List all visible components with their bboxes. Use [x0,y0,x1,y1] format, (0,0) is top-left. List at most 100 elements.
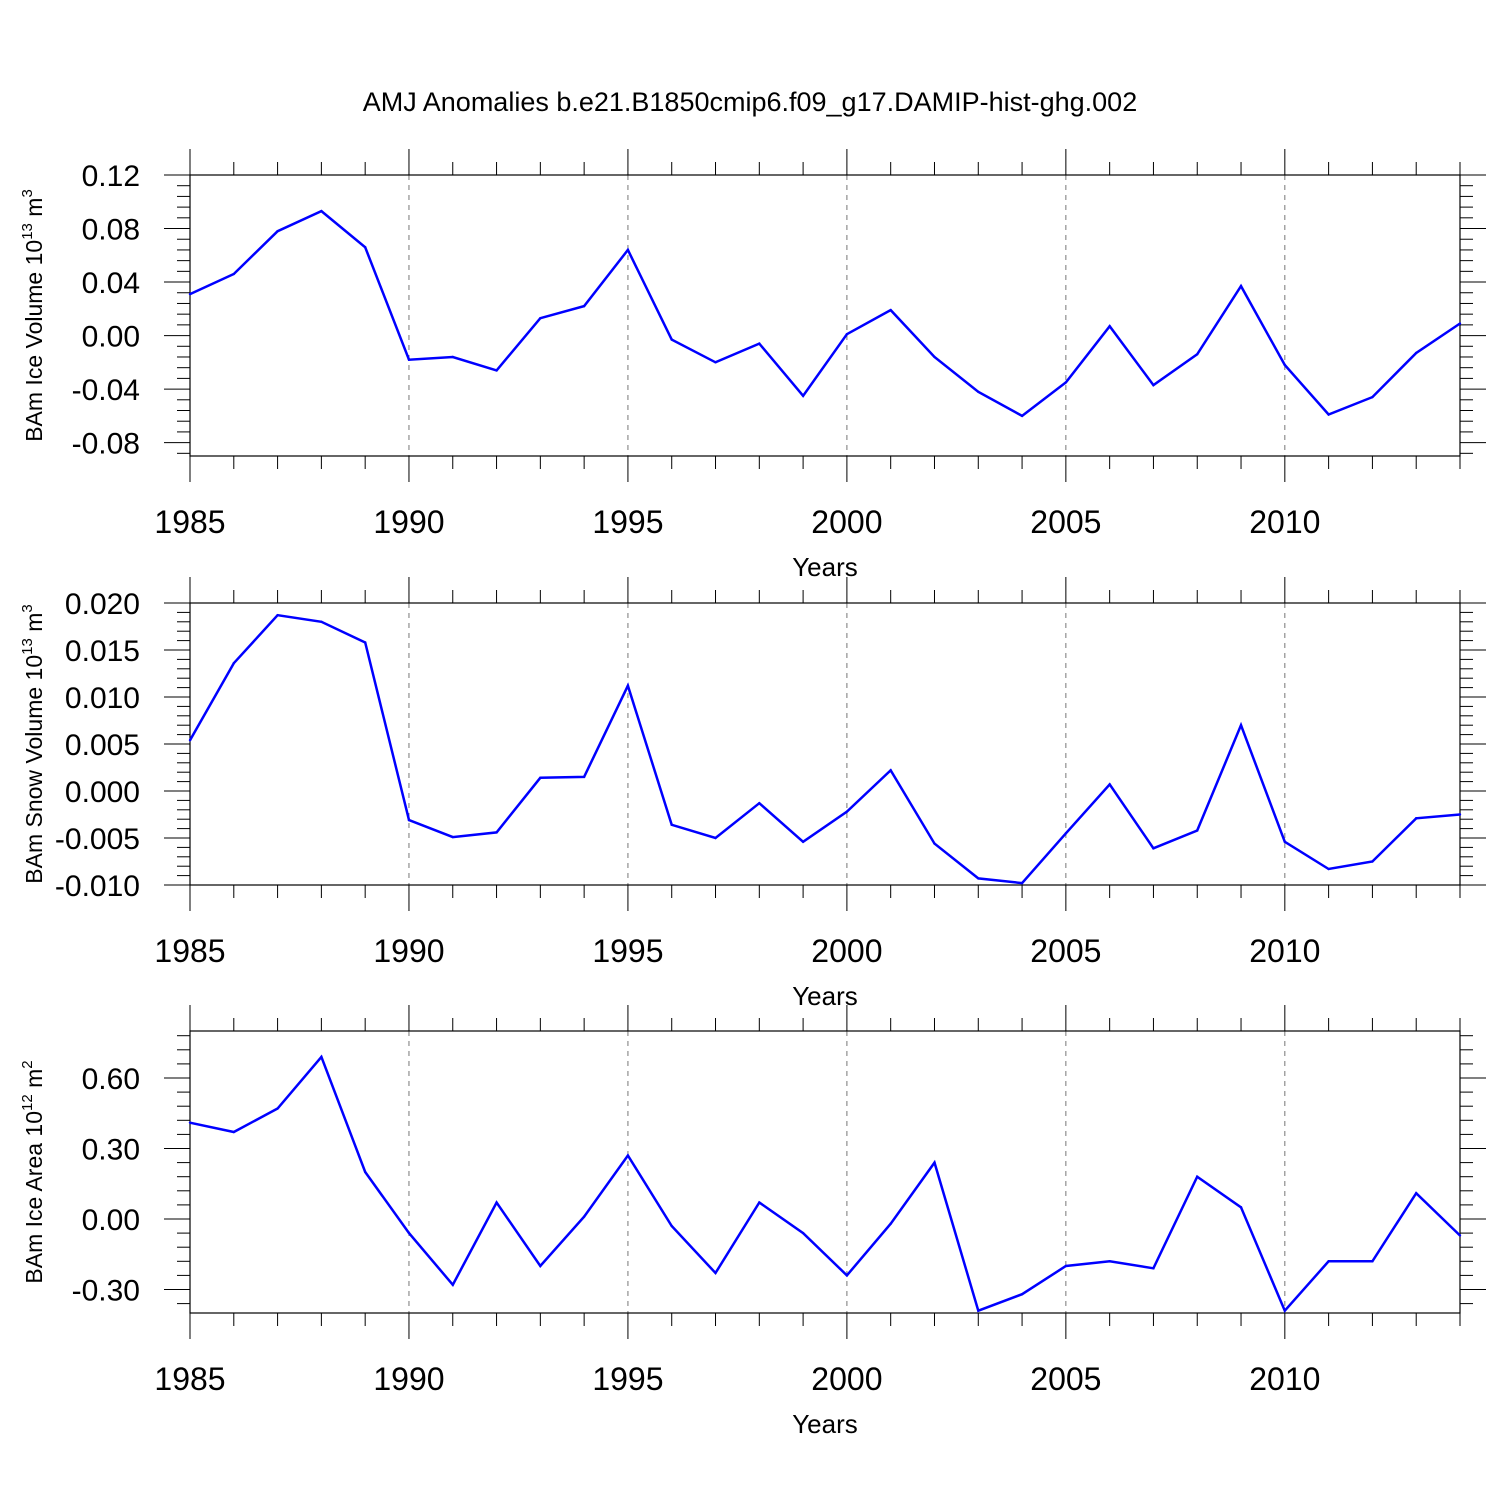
data-point [626,248,630,252]
plot-frame [189,174,1461,457]
x-tick-label: 2000 [811,933,882,969]
data-point [232,1130,235,1134]
data-point [232,272,235,276]
x-tick-label: 1985 [154,504,225,540]
data-point [933,1161,936,1164]
plot-frame [189,602,1461,886]
y-tick-label: 0.015 [65,635,140,668]
data-point [1239,1206,1243,1209]
y-axis-label-exponent: 13 [19,223,36,240]
data-point [407,818,411,822]
y-tick-label: 0.08 [82,214,140,247]
data-point [539,1264,542,1268]
series-line [188,613,1461,885]
data-point [188,739,192,742]
y-tick-label: -0.30 [72,1275,140,1308]
y-axis-label: BAm Ice Area 1012 m2 [19,1060,47,1283]
data-point [1458,813,1462,816]
data-point [758,342,761,345]
data-point [977,877,980,880]
data-point [363,1170,367,1174]
y-axis-label-unit-exponent: 3 [19,189,36,197]
data-point [1283,363,1287,367]
data-point [582,304,586,308]
data-point [801,1231,805,1235]
data-point [539,776,542,780]
data-point [889,1222,892,1225]
y-tick-label: -0.04 [72,374,140,407]
data-point [1327,413,1330,416]
panel-1: 1985 1990 1995 2000 2005 2010 0.12 0.08 0.04 0.00… [19,149,1486,582]
data-point [1020,1293,1024,1296]
x-tick-label: 1990 [373,1361,444,1397]
data-point [1458,322,1462,325]
data-point [670,1224,673,1228]
data-point [539,316,542,320]
y-axis-label-unit: m [21,198,47,224]
data-point [276,1107,279,1110]
data-point [1458,1234,1462,1237]
data-point [407,358,411,361]
data-point [977,390,980,393]
x-tick-label: 2005 [1030,933,1101,969]
data-point [845,333,849,336]
data-point [801,840,805,843]
data-point [188,292,192,296]
data-point [1415,1191,1418,1195]
y-tick-label: 0.010 [65,682,140,715]
data-point [626,684,630,687]
x-axis-label: Years [792,981,858,1011]
data-point [1020,881,1024,885]
data-point [670,823,673,827]
data-point [1152,383,1155,387]
data-point [188,1121,192,1124]
y-tick-label: 0.000 [65,776,140,809]
x-tick-label: 2000 [811,1361,882,1397]
data-point [845,1274,849,1277]
data-point [495,831,498,834]
data-point [758,1201,761,1204]
data-point [626,1154,630,1157]
y-axis-label-unit-exponent: 2 [19,1060,36,1068]
data-point [1020,414,1024,418]
data-point [933,355,936,359]
data-point [495,369,498,372]
y-axis-label-text: BAm Ice Area 10 [21,1111,47,1284]
y-tick-label: 0.00 [82,321,140,354]
data-point [232,661,235,665]
data-point [363,641,367,644]
data-point [714,1271,717,1275]
data-point [1327,1260,1330,1263]
x-tick-label: 2005 [1030,1361,1101,1397]
series-line [189,209,1461,418]
data-point [1415,351,1418,355]
x-tick-label: 2010 [1249,933,1320,969]
data-point [276,614,279,617]
data-point [1108,325,1111,328]
data-point [407,1231,411,1235]
data-point [320,620,323,623]
x-axis-label: Years [792,1409,858,1439]
y-axis-label-exponent: 13 [19,638,36,655]
y-tick-label: 0.30 [82,1134,140,1167]
x-tick-label: 1995 [592,1361,663,1397]
y-tick-label: 0.00 [82,1204,140,1237]
y-axis-label-unit: m [21,613,47,639]
y-tick-label: 0.04 [82,267,140,300]
data-point [1283,1309,1287,1312]
data-point [1283,840,1287,843]
y-tick-label: -0.08 [72,428,140,461]
data-point [889,308,892,312]
y-tick-label: -0.005 [55,823,140,856]
x-tick-label: 1995 [592,504,663,540]
data-point [582,1215,586,1218]
y-axis-label-unit: m [21,1069,47,1095]
data-point [1196,829,1199,832]
data-point [1064,381,1068,384]
data-point [1371,1260,1374,1263]
data-point [1108,1260,1111,1263]
data-point [276,230,279,233]
data-point [363,246,367,249]
data-point [1239,284,1243,288]
